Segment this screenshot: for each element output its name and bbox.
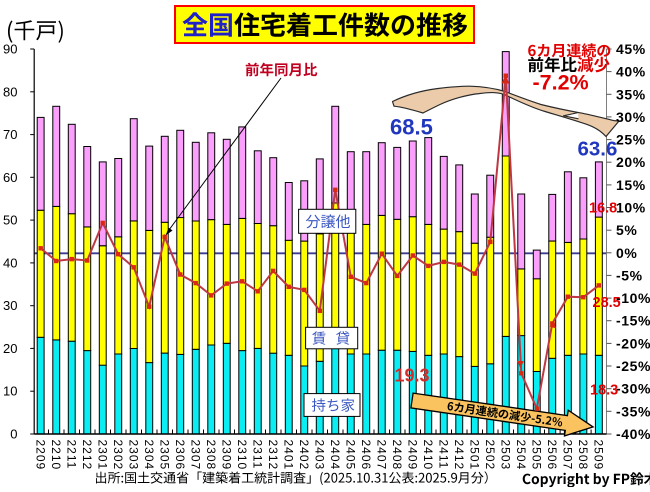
svg-text:2402: 2402 xyxy=(297,440,311,471)
svg-text:70: 70 xyxy=(3,127,17,142)
svg-text:2403: 2403 xyxy=(313,440,327,471)
svg-text:0: 0 xyxy=(10,427,17,442)
svg-text:2311: 2311 xyxy=(251,440,265,470)
svg-text:2312: 2312 xyxy=(266,440,280,471)
svg-text:2212: 2212 xyxy=(80,440,94,471)
svg-text:-5%: -5% xyxy=(616,267,643,283)
svg-text:25%: 25% xyxy=(616,132,646,148)
svg-text:2503: 2503 xyxy=(499,440,513,471)
svg-text:2404: 2404 xyxy=(328,440,342,471)
svg-text:2506: 2506 xyxy=(545,440,559,471)
svg-text:2411: 2411 xyxy=(437,440,451,470)
svg-text:19.3: 19.3 xyxy=(395,366,430,386)
svg-text:2305: 2305 xyxy=(158,440,172,471)
svg-text:16.8: 16.8 xyxy=(589,201,617,217)
svg-text:18.3: 18.3 xyxy=(590,383,618,399)
svg-text:10: 10 xyxy=(3,384,17,399)
svg-text:2509: 2509 xyxy=(592,440,606,471)
svg-text:2308: 2308 xyxy=(204,440,218,471)
svg-text:10%: 10% xyxy=(616,200,646,216)
svg-text:2508: 2508 xyxy=(576,440,590,471)
svg-text:2409: 2409 xyxy=(406,440,420,471)
svg-text:35%: 35% xyxy=(616,86,646,102)
svg-text:-25%: -25% xyxy=(616,358,650,374)
svg-text:-35%: -35% xyxy=(616,403,650,419)
svg-text:5%: 5% xyxy=(616,222,637,238)
svg-text:2501: 2501 xyxy=(468,440,482,471)
svg-text:2301: 2301 xyxy=(96,440,110,471)
svg-text:45%: 45% xyxy=(616,41,646,57)
svg-text:20%: 20% xyxy=(616,154,646,170)
svg-text:2306: 2306 xyxy=(173,440,187,471)
svg-text:30: 30 xyxy=(3,298,17,313)
svg-text:60: 60 xyxy=(3,170,17,185)
svg-text:2211: 2211 xyxy=(65,440,79,470)
svg-text:-30%: -30% xyxy=(616,381,650,397)
svg-text:-10%: -10% xyxy=(616,290,650,306)
svg-text:68.5: 68.5 xyxy=(390,115,433,140)
svg-text:2408: 2408 xyxy=(390,440,404,471)
svg-text:2407: 2407 xyxy=(375,440,389,471)
svg-text:40%: 40% xyxy=(616,64,646,80)
svg-text:2309: 2309 xyxy=(220,440,234,471)
svg-text:20: 20 xyxy=(3,341,17,356)
svg-text:2405: 2405 xyxy=(344,440,358,471)
svg-text:2507: 2507 xyxy=(561,440,575,471)
svg-text:-40%: -40% xyxy=(616,426,650,442)
svg-text:2210: 2210 xyxy=(49,440,63,471)
svg-text:30%: 30% xyxy=(616,109,646,125)
svg-text:90: 90 xyxy=(3,42,17,57)
svg-text:2412: 2412 xyxy=(452,440,466,471)
svg-text:2504: 2504 xyxy=(514,440,528,471)
svg-text:28.5: 28.5 xyxy=(593,295,621,311)
svg-text:2304: 2304 xyxy=(142,440,156,471)
svg-text:2303: 2303 xyxy=(127,440,141,471)
svg-text:2502: 2502 xyxy=(483,440,497,471)
svg-text:2406: 2406 xyxy=(359,440,373,471)
svg-text:80: 80 xyxy=(3,84,17,99)
svg-text:63.6: 63.6 xyxy=(578,138,618,161)
svg-text:-20%: -20% xyxy=(616,335,650,351)
svg-text:-15%: -15% xyxy=(616,313,650,329)
svg-text:2302: 2302 xyxy=(111,440,125,471)
svg-text:15%: 15% xyxy=(616,177,646,193)
svg-text:2401: 2401 xyxy=(282,440,296,471)
svg-text:0%: 0% xyxy=(616,245,637,261)
svg-text:2505: 2505 xyxy=(530,440,544,471)
svg-text:50: 50 xyxy=(3,213,17,228)
svg-text:2209: 2209 xyxy=(34,440,48,471)
svg-text:2307: 2307 xyxy=(189,440,203,471)
svg-text:2410: 2410 xyxy=(421,440,435,471)
svg-text:2310: 2310 xyxy=(235,440,249,471)
svg-text:40: 40 xyxy=(3,255,17,270)
svg-text:-7.2%: -7.2% xyxy=(533,71,589,95)
